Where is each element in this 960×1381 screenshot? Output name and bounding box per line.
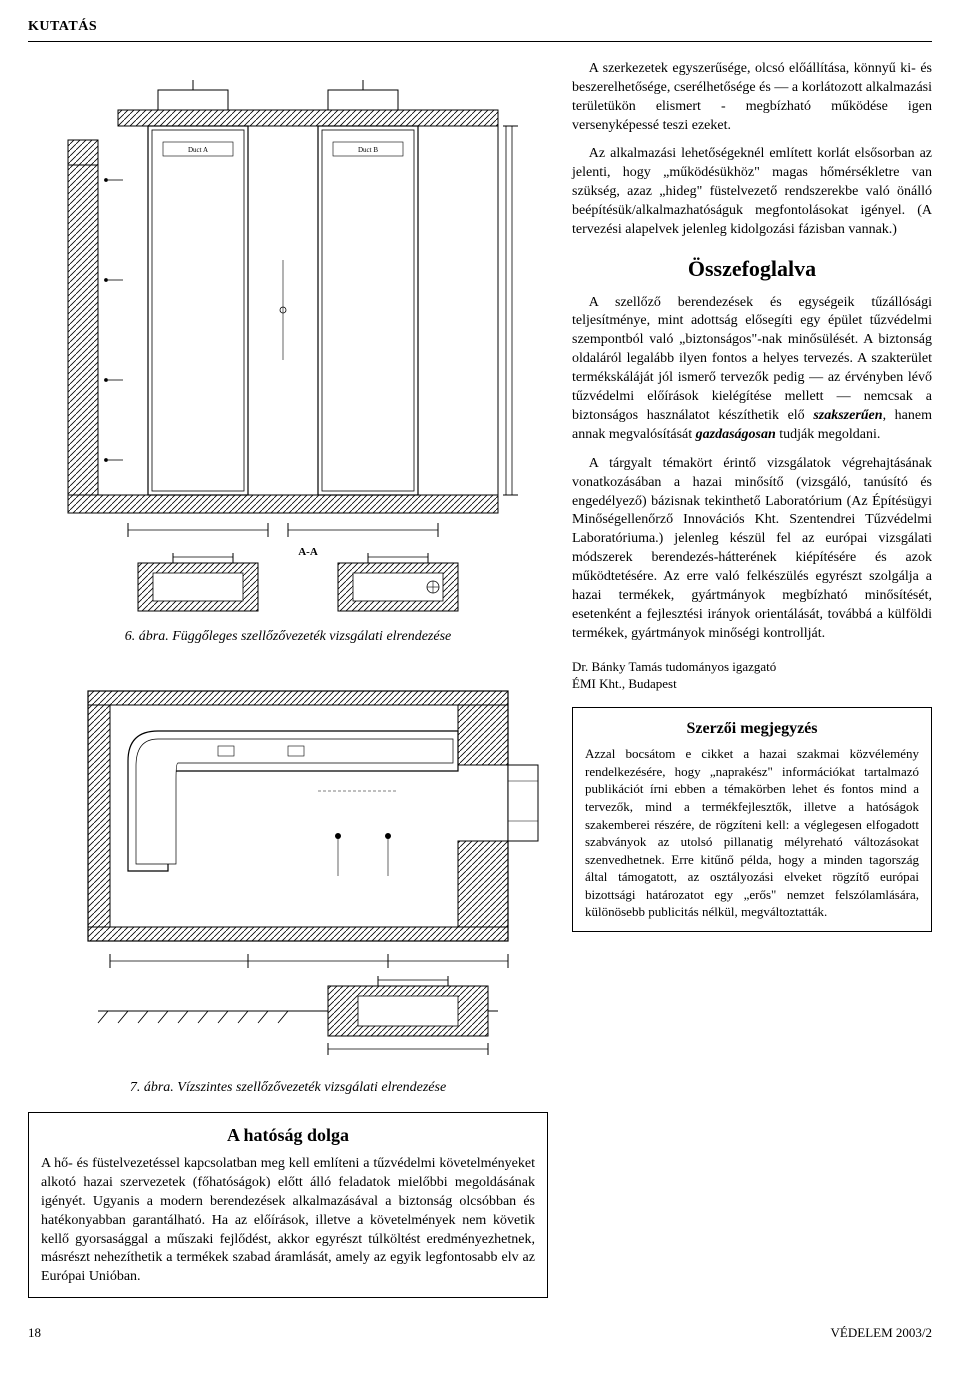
authority-box-title: A hatóság dolga bbox=[41, 1123, 535, 1147]
para-1: A szerkezetek egyszerűsége, olcsó előáll… bbox=[572, 60, 932, 136]
header-rule bbox=[28, 41, 932, 42]
figure-7-caption: 7. ábra. Vízszintes szellőzővezeték vizs… bbox=[28, 1079, 548, 1098]
right-column: A szerkezetek egyszerűsége, olcsó előáll… bbox=[572, 60, 932, 1298]
authority-box-text: A hő- és füstelvezetéssel kapcsolatban m… bbox=[41, 1155, 535, 1287]
left-column: Duct A Duct B bbox=[28, 60, 548, 1298]
author-note-title: Szerzői megjegyzés bbox=[585, 718, 919, 740]
para-3a: A szellőző berendezések és egységeik tűz… bbox=[572, 295, 932, 423]
label-duct-b: Duct B bbox=[358, 146, 378, 154]
figure-6-caption: 6. ábra. Függőleges szellőzővezeték vizs… bbox=[28, 628, 548, 647]
byline-2: ÉMI Kht., Budapest bbox=[572, 675, 932, 693]
label-duct-a: Duct A bbox=[188, 146, 208, 154]
para-3c: tudják megoldani. bbox=[776, 427, 881, 442]
figure-6: Duct A Duct B bbox=[28, 60, 548, 620]
footer-page-number: 18 bbox=[28, 1324, 41, 1342]
section-label: KUTATÁS bbox=[28, 18, 932, 37]
figure-7 bbox=[28, 661, 548, 1071]
para-3-em1: szakszerűen bbox=[813, 408, 882, 423]
footer-journal: VÉDELEM 2003/2 bbox=[831, 1324, 932, 1342]
summary-heading: Összefoglalva bbox=[572, 254, 932, 284]
authority-box: A hatóság dolga A hő- és füstelvezetésse… bbox=[28, 1112, 548, 1299]
byline-1: Dr. Bánky Tamás tudományos igazgató bbox=[572, 658, 932, 676]
para-4: A tárgyalt témakört érintő vizsgálatok v… bbox=[572, 455, 932, 644]
byline: Dr. Bánky Tamás tudományos igazgató ÉMI … bbox=[572, 658, 932, 693]
author-note-box: Szerzői megjegyzés Azzal bocsátom e cikk… bbox=[572, 707, 932, 932]
footer: 18 VÉDELEM 2003/2 bbox=[28, 1324, 932, 1342]
label-section-aa: A-A bbox=[298, 546, 318, 558]
para-3-em2: gazdaságosan bbox=[696, 427, 776, 442]
author-note-text: Azzal bocsátom e cikket a hazai szakmai … bbox=[585, 745, 919, 920]
para-2: Az alkalmazási lehetőségeknél említett k… bbox=[572, 145, 932, 239]
page-columns: Duct A Duct B bbox=[28, 60, 932, 1298]
para-3: A szellőző berendezések és egységeik tűz… bbox=[572, 294, 932, 445]
